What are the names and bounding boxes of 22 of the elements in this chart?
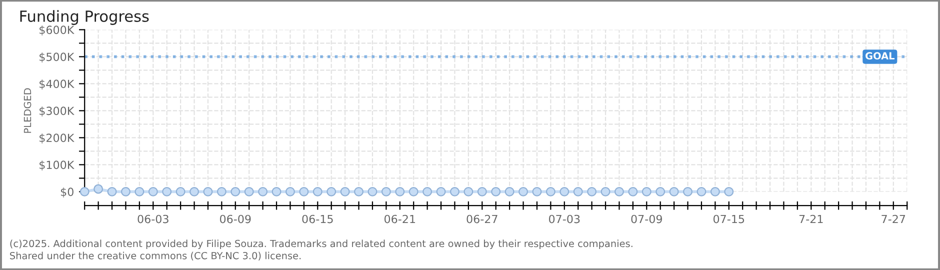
x-tick-label: 07-09 (631, 214, 662, 224)
x-tick-label: 7-27 (882, 214, 906, 224)
y-tick-label: $100K (40, 160, 74, 171)
x-tick-label: 07-03 (548, 214, 580, 224)
y-tick-label: $500K (40, 52, 74, 63)
x-tick-label: 06-15 (302, 214, 333, 224)
text: (c)2025. Additional content provided by Filipe Souza. Trademarks and related content are owned by their respective companies. (10, 240, 632, 250)
x-tick-label: 7-21 (799, 214, 823, 224)
chart-title: Funding Progress (20, 10, 149, 25)
y-tick-label: $200K (40, 133, 74, 144)
y-axis-title: PLEDGED (24, 88, 32, 133)
x-tick-label: 06-09 (220, 214, 251, 224)
y-tick-label: $400K (40, 79, 74, 90)
y-tick-label: $0 (60, 187, 74, 198)
x-tick-label: 06-21 (384, 214, 416, 224)
x-tick-label: 06-03 (138, 214, 168, 224)
x-tick-label: 06-27 (466, 214, 498, 224)
y-tick-label: $300K (40, 106, 74, 117)
ref-line-label: GOAL (866, 52, 894, 60)
text: Shared under the creative commons (CC BY-NC 3.0) license. (10, 252, 301, 260)
x-tick-label: 07-15 (713, 214, 744, 224)
y-tick-label: $600K (40, 25, 74, 36)
